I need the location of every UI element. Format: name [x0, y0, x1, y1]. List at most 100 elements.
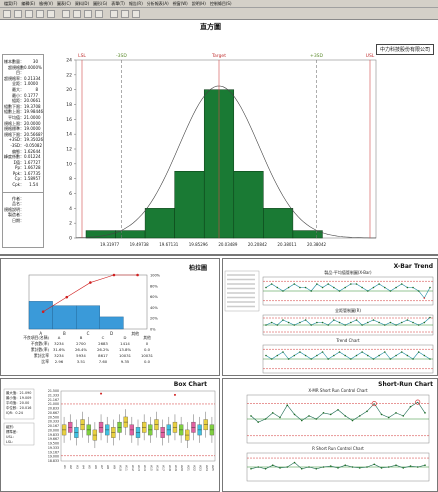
xbar-point — [355, 354, 358, 357]
sr-point — [380, 413, 383, 416]
pareto-table-cell: 10031 — [141, 353, 154, 358]
pareto-table-label: 累計數(率) — [31, 347, 50, 352]
stat-row: 最小： 0.1777 — [3, 93, 43, 99]
stat-label: -3SD： — [10, 142, 24, 148]
xbar-point — [366, 290, 369, 292]
stat-label: 平均值： — [8, 114, 24, 120]
pareto-pct-label: 100% — [150, 274, 161, 278]
chart-icon[interactable] — [84, 10, 92, 18]
open-icon[interactable] — [14, 10, 22, 18]
xbar-point — [299, 286, 301, 289]
stat-label: 全距： — [12, 81, 24, 87]
box-legend — [3, 388, 35, 420]
pareto-table-cell: 2683 — [98, 341, 108, 346]
histogram-bar — [292, 230, 323, 239]
xbar-point — [338, 290, 341, 292]
xbar-point — [316, 321, 318, 324]
x-tick-label: 19.31977 — [100, 242, 120, 247]
xbar-point — [361, 351, 363, 353]
xbar-point — [327, 358, 330, 360]
zoom-icon[interactable] — [110, 10, 118, 18]
xbar-point — [265, 324, 267, 326]
box-window: Box Chart 最大值：21.090 最小值：19.009 平均值：20.00 中… — [0, 378, 220, 492]
menu-item-10[interactable]: 說明(H) — [191, 1, 206, 6]
box-y-label: 20.167 — [48, 424, 59, 428]
print-icon[interactable] — [36, 10, 44, 18]
paste-icon[interactable] — [73, 10, 81, 18]
pareto-table-cell: 31.6% — [53, 347, 65, 352]
y-tick-label: 18 — [66, 102, 72, 108]
xbar-point — [350, 358, 352, 360]
menu-item-7[interactable]: 報告(R) — [128, 1, 143, 6]
xbar-point — [400, 351, 403, 353]
info-label: 日期： — [12, 218, 24, 224]
new-icon[interactable] — [3, 10, 11, 18]
menu-item-1[interactable]: 編輯(E) — [21, 1, 36, 6]
sr-point — [351, 419, 354, 422]
save-icon[interactable] — [25, 10, 33, 18]
xbar-point — [412, 286, 414, 289]
cut-icon[interactable] — [47, 10, 55, 18]
menu-item-3[interactable]: 圖表(C) — [56, 1, 71, 6]
stat-row: 組數上限： 19.98446 — [3, 109, 43, 115]
xbar-point — [270, 321, 273, 324]
stat-label: Ppk： — [12, 170, 24, 176]
toolbar — [0, 8, 438, 20]
xbar-point — [321, 286, 324, 289]
box-legend-text: 最大值：21.090 — [6, 390, 31, 395]
xbar-point — [400, 283, 403, 285]
sr-point — [293, 413, 296, 416]
box-legend-2 — [3, 422, 35, 446]
box-outlier — [173, 393, 176, 396]
xbar-point — [429, 316, 431, 319]
stat-label: 組距： — [12, 98, 24, 104]
sr-point — [366, 410, 368, 413]
spec-label: LSL — [78, 53, 86, 59]
settings-icon[interactable] — [121, 10, 129, 18]
menu-item-9[interactable]: 視窗(W) — [172, 1, 188, 6]
help-icon[interactable] — [132, 10, 140, 18]
y-tick-label: 10 — [66, 161, 72, 167]
box-x-label: A6 — [94, 465, 98, 469]
xbar-point — [321, 321, 324, 324]
box-x-label: A3 — [75, 465, 79, 469]
box-x-label: A22 — [192, 465, 196, 471]
menu-item-0[interactable]: 檔案(F) — [4, 1, 18, 6]
stat-row: 超規格數目： 0.0000% — [3, 65, 43, 76]
stat-row: 全距： 1.0000 — [3, 81, 43, 87]
box-y-label: 19.167 — [48, 450, 59, 454]
pareto-table-label: 比率 — [41, 359, 49, 364]
table-icon[interactable] — [95, 10, 103, 18]
stat-value: 1.62644 — [24, 148, 41, 154]
stat-label: 樣本數量： — [4, 59, 24, 64]
xbar-point — [366, 321, 369, 324]
sr-point — [380, 467, 383, 469]
y-tick-label: 12 — [66, 147, 72, 153]
box-x-label: A10 — [119, 465, 123, 471]
box-y-label: 21.500 — [48, 389, 59, 393]
stat-label: Cpk： — [12, 182, 24, 188]
copy-icon[interactable] — [62, 10, 70, 18]
y-tick-label: 24 — [66, 58, 72, 64]
box-x-label: A4 — [82, 465, 86, 469]
menu-item-11[interactable]: 控制條目(S) — [209, 1, 232, 6]
xbar-point — [304, 286, 307, 289]
menu-item-8[interactable]: 分析報表(A) — [146, 1, 169, 6]
xbar-point — [287, 321, 290, 324]
menu-item-2[interactable]: 檢視(V) — [39, 1, 53, 6]
sr-point — [344, 464, 347, 467]
xbar-point — [372, 358, 375, 360]
pareto-table-cell: 7.60 — [99, 359, 108, 364]
xbar-point — [366, 354, 369, 357]
shortrun-window: Short-Run Chart X-MR Short Run Control C… — [222, 378, 438, 492]
menu-item-6[interactable]: 表單(T) — [111, 1, 125, 6]
menu-item-4[interactable]: 資料(D) — [74, 1, 90, 6]
pareto-table-cell: 0 — [146, 341, 149, 346]
sr-point — [300, 419, 303, 422]
menu-item-5[interactable]: 圖形(G) — [93, 1, 108, 6]
xbar-point — [304, 354, 307, 357]
info-label: 規格說明： — [4, 206, 24, 212]
x-tick-label: 20.38042 — [307, 242, 327, 247]
pareto-table-cell: 3.51 — [77, 359, 86, 364]
box-x-label: A8 — [106, 465, 110, 469]
